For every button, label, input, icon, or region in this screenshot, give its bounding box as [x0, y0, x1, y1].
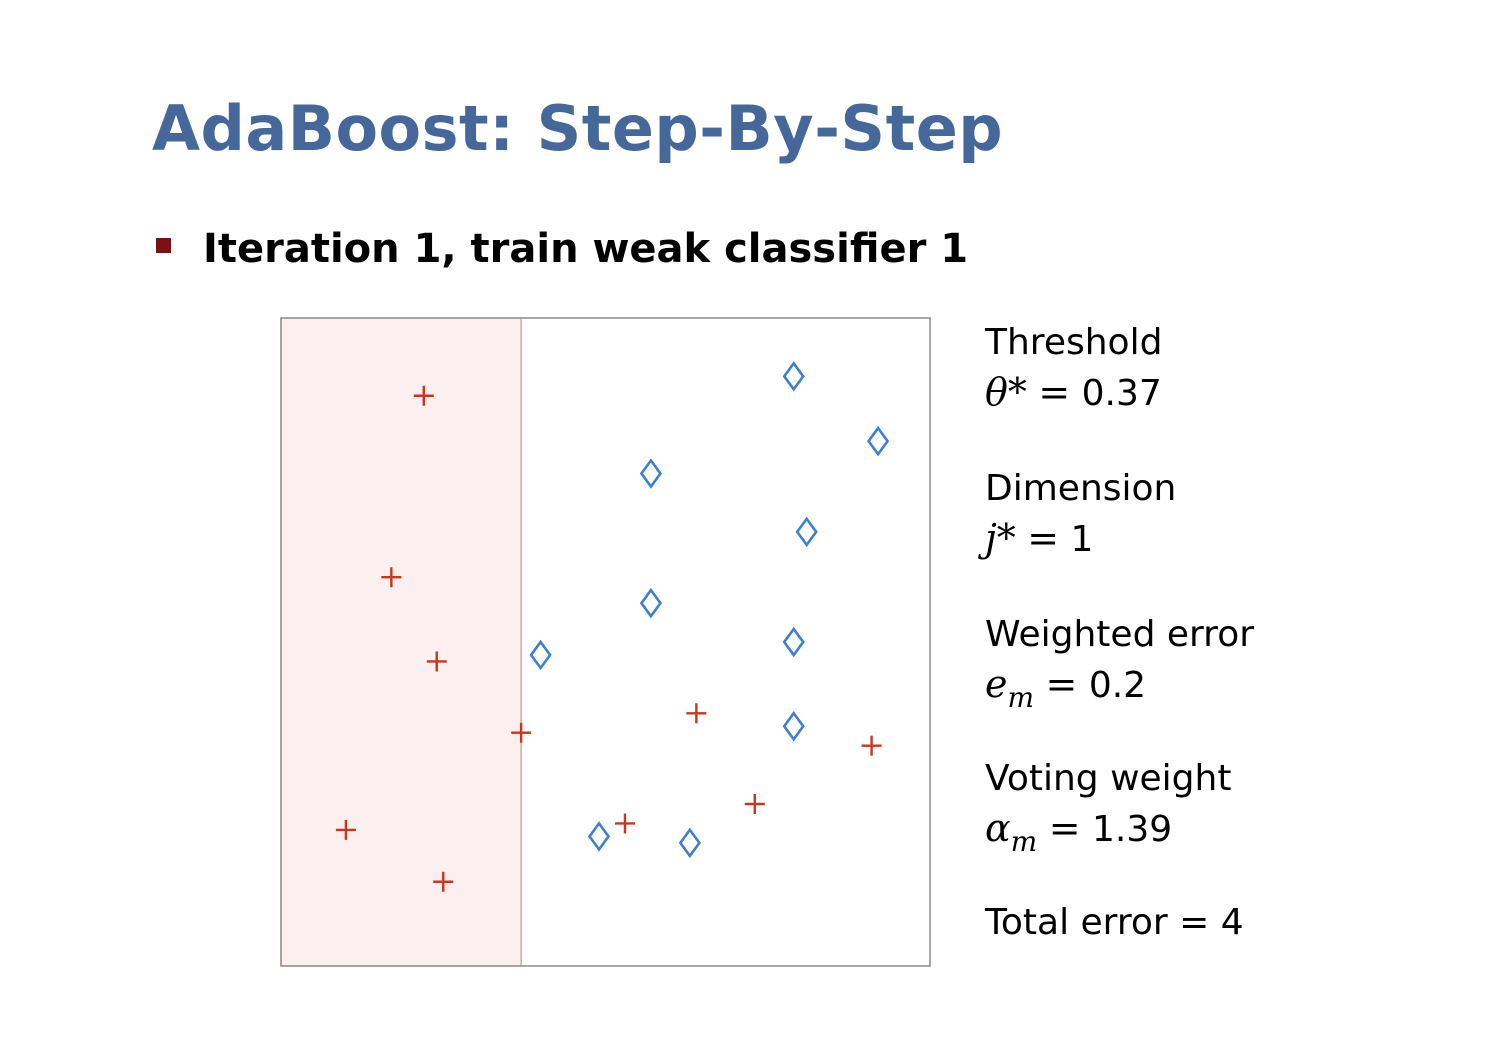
classified-positive-region: [281, 318, 522, 966]
vote-symbol: α: [985, 806, 1011, 850]
bullet-item: Iteration 1, train weak classifier 1: [156, 226, 968, 272]
voting-weight-formula: αm = 1.39: [985, 806, 1173, 858]
dimension-value: 1: [1070, 519, 1094, 560]
threshold-equals: =: [1038, 370, 1071, 414]
positive-sample-plus-marker: [426, 651, 447, 672]
plot-frame: [280, 317, 931, 967]
threshold-formula: θ* = 0.37: [985, 370, 1162, 414]
dimension-symbol: j*: [985, 516, 1016, 560]
positive-sample-plus-marker: [335, 819, 356, 840]
negative-sample-diamond-marker: [639, 458, 663, 489]
negative-sample-diamond-marker: [782, 711, 805, 742]
positive-sample-plus-marker: [511, 722, 532, 743]
negative-sample-diamond-marker: [587, 821, 611, 852]
threshold-label: Threshold: [985, 322, 1163, 363]
vote-subscript: m: [1010, 825, 1038, 858]
dimension-equals: =: [1027, 516, 1060, 560]
positive-sample-plus-marker: [744, 794, 765, 814]
weighted-error-label: Weighted error: [985, 614, 1255, 655]
positive-sample-plus-marker: [381, 567, 402, 588]
negative-sample-diamond-marker: [782, 361, 805, 392]
negative-sample-diamond-marker: [782, 626, 805, 658]
positive-sample-plus-marker: [861, 735, 882, 756]
threshold-symbol: θ*: [985, 370, 1027, 414]
negative-sample-diamond-marker: [678, 827, 701, 859]
positive-sample-plus-marker: [413, 385, 434, 406]
error-subscript: m: [1007, 681, 1035, 714]
data-points: [335, 361, 890, 892]
positive-sample-plus-marker: [433, 871, 454, 892]
vote-equals: =: [1048, 806, 1081, 850]
bullet-text: Iteration 1, train weak classifier 1: [203, 226, 969, 272]
square-bullet-icon: [156, 237, 171, 253]
error-value: 0.2: [1088, 665, 1147, 706]
total-error: Total error = 4: [985, 902, 1244, 943]
positive-sample-plus-marker: [614, 813, 635, 834]
slide-title: AdaBoost: Step-By-Step: [152, 92, 1004, 165]
error-equals: =: [1045, 662, 1078, 706]
negative-sample-diamond-marker: [795, 516, 818, 548]
negative-sample-diamond-marker: [529, 639, 552, 671]
voting-weight-label: Voting weight: [985, 758, 1232, 799]
negative-sample-diamond-marker: [866, 425, 890, 457]
positive-sample-plus-marker: [686, 703, 707, 724]
error-symbol: e: [985, 662, 1008, 706]
vote-value: 1.39: [1091, 809, 1173, 850]
dimension-formula: j* = 1: [985, 516, 1093, 560]
weighted-error-formula: em = 0.2: [985, 662, 1147, 714]
negative-sample-diamond-marker: [639, 587, 663, 619]
dimension-label: Dimension: [985, 468, 1177, 509]
threshold-value: 0.37: [1081, 373, 1162, 414]
